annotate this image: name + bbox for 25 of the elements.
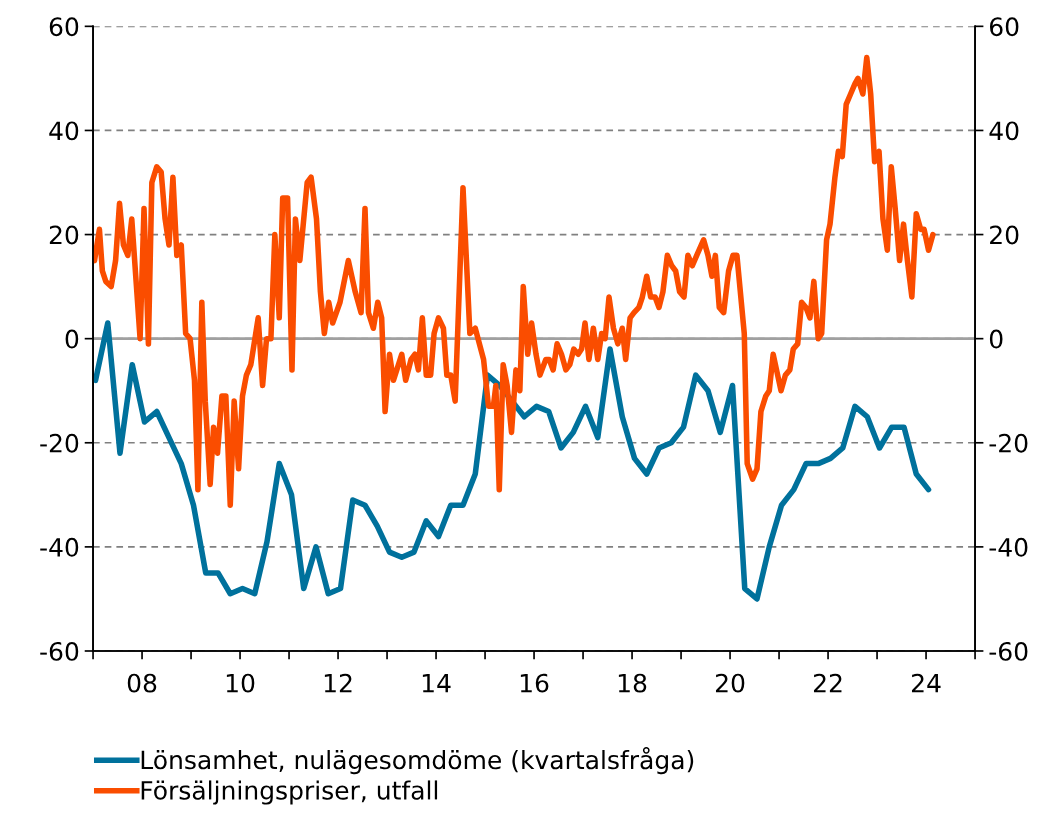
x-tick-label: 12 [324,673,352,693]
y-tick-label: 20 [49,225,79,245]
y2-tick-label: 40 [989,121,1019,141]
legend-label: Lönsamhet, nulägesomdöme (kvartalsfråga) [141,747,694,775]
y2-tick-label: -60 [989,641,1028,661]
y2-tick-label: 0 [989,329,1003,349]
x-tick-label: 24 [911,673,941,693]
x-tick-label: 18 [618,673,647,693]
y-tick-label: -60 [40,641,79,661]
x-tick-label: 16 [520,673,549,693]
x-tick-label: 20 [715,673,745,693]
x-tick-label: 22 [813,673,842,693]
y2-tick-label: -20 [989,433,1028,453]
y2-tick-label: 20 [990,225,1019,245]
y2-tick-label: -40 [989,537,1028,557]
y-tick-label: 60 [49,17,79,37]
x-tick-label: 14 [422,673,451,693]
y-tick-label: 0 [65,329,79,349]
legend-label: Försäljningspriser, utfall [141,780,438,805]
y-tick-label: -40 [40,537,79,557]
y-tick-label: 40 [49,121,79,141]
x-tick-label: 10 [226,673,255,693]
y2-tick-label: 60 [990,17,1019,37]
y-tick-label: -20 [40,433,79,453]
x-tick-label: 08 [127,673,157,693]
